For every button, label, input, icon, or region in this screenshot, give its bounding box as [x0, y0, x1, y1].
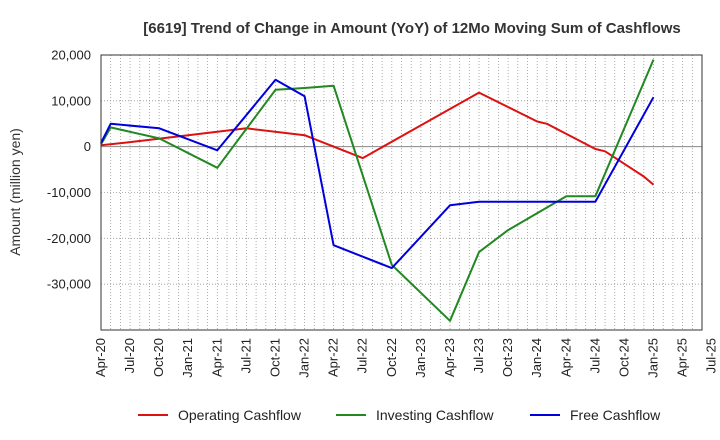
x-tick-label: Apr-21 — [209, 338, 224, 377]
y-tick-labels: 20,000 10,000 0 -10,000 -20,000 -30,000 — [47, 48, 91, 292]
legend: Operating Cashflow Investing Cashflow Free… — [138, 407, 661, 423]
operating-cashflow-line — [100, 91, 655, 186]
x-tick-label: Jul-22 — [355, 338, 370, 373]
y-tick-label: -20,000 — [47, 231, 91, 246]
x-tick-label: Jan-23 — [413, 338, 428, 378]
x-tick-label: Apr-24 — [558, 338, 573, 377]
x-tick-label: Jan-25 — [646, 338, 661, 378]
y-tick-label: -10,000 — [47, 185, 91, 200]
series-lines — [100, 59, 655, 322]
x-tick-label: Jul-25 — [704, 338, 719, 373]
x-tick-label: Oct-22 — [384, 338, 399, 377]
x-tick-label: Oct-20 — [151, 338, 166, 377]
plot-frame — [100, 54, 703, 331]
x-tick-label: Jan-24 — [529, 338, 544, 378]
grid-lines — [101, 54, 702, 330]
x-tick-label: Oct-24 — [616, 338, 631, 377]
x-tick-label: Jul-23 — [471, 338, 486, 373]
plot-border — [100, 54, 703, 331]
chart-title: [6619] Trend of Change in Amount (YoY) o… — [143, 20, 681, 37]
legend-label: Operating Cashflow — [178, 407, 302, 423]
x-tick-label: Oct-21 — [267, 338, 282, 377]
legend-label: Investing Cashflow — [376, 407, 494, 423]
investing-cashflow-line — [100, 59, 655, 322]
y-tick-label: 0 — [84, 139, 91, 154]
x-tick-label: Jul-24 — [587, 338, 602, 373]
y-tick-label: 20,000 — [51, 48, 91, 63]
x-tick-label: Apr-20 — [93, 338, 108, 377]
x-tick-label: Apr-25 — [675, 338, 690, 377]
free-cashflow-line — [100, 78, 655, 270]
x-tick-label: Jul-21 — [238, 338, 253, 373]
x-tick-labels: Apr-20 Jul-20 Oct-20 Jan-21 Apr-21 Jul-21 Oct-… — [93, 338, 719, 378]
x-tick-label: Apr-22 — [326, 338, 341, 377]
x-tick-label: Jul-20 — [122, 338, 137, 373]
y-tick-label: 10,000 — [51, 93, 91, 108]
y-tick-label: -30,000 — [47, 277, 91, 292]
legend-label: Free Cashflow — [570, 407, 661, 423]
y-axis-label: Amount (million yen) — [7, 128, 23, 256]
x-tick-label: Jan-21 — [180, 338, 195, 378]
x-tick-label: Apr-23 — [442, 338, 457, 377]
x-tick-label: Jan-22 — [297, 338, 312, 378]
x-tick-label: Oct-23 — [500, 338, 515, 377]
